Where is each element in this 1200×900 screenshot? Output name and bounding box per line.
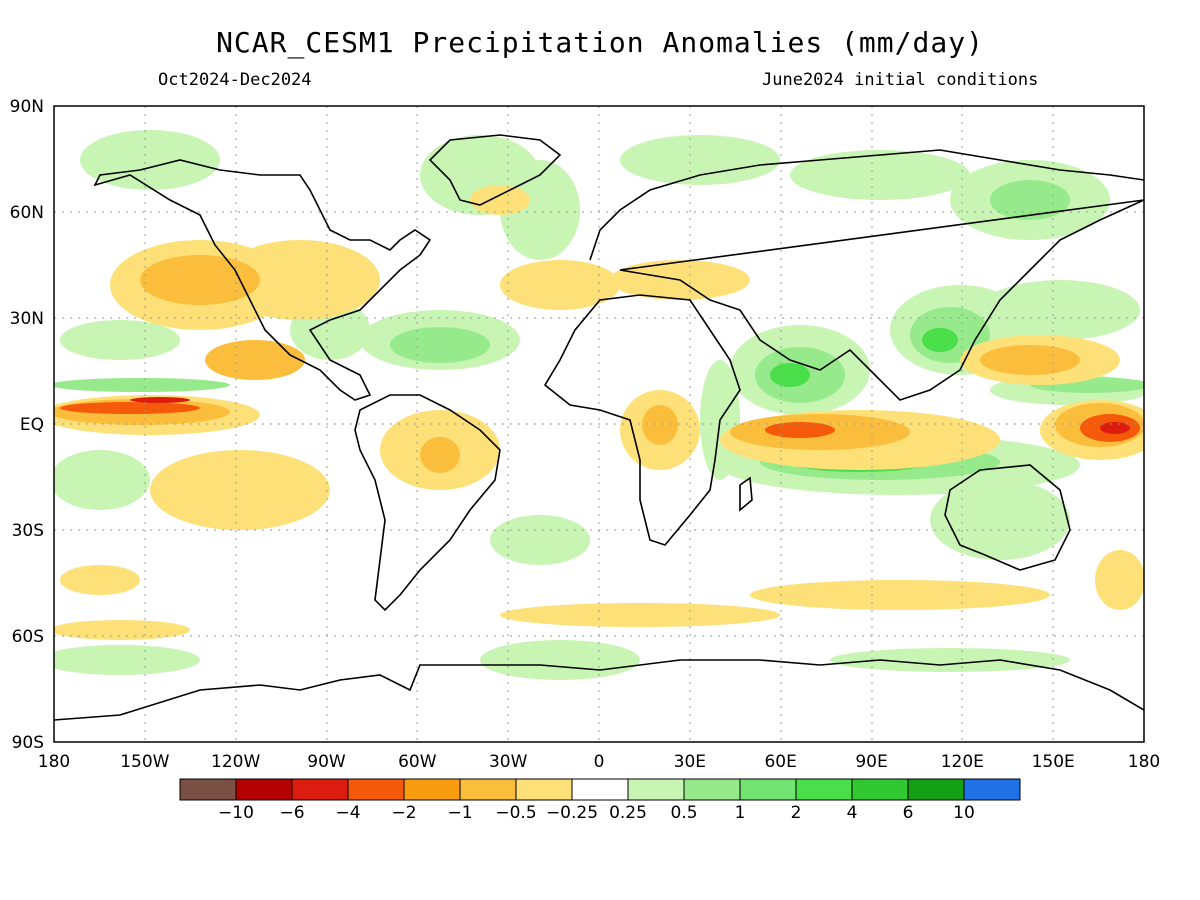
dry-extreme-areas — [130, 397, 1130, 434]
longitude-labels: 180 150W 120W 90W 60W 30W 0 30E 60E 90E 120E 150E 18… — [38, 752, 1160, 772]
colorbar-swatch — [347, 778, 405, 801]
longitude-label: 150W — [120, 752, 169, 772]
latitude-label: 30N — [10, 309, 44, 329]
latitude-label: 60S — [12, 627, 44, 647]
colorbar-tick-label: −0.25 — [546, 803, 598, 823]
antarctica-coast — [54, 659, 1144, 721]
colorbar-swatch — [739, 778, 797, 801]
latitude-label: EQ — [20, 415, 44, 435]
colorbar-tick-label: 4 — [847, 803, 858, 823]
colorbar-swatch — [571, 778, 629, 801]
colorbar-swatch — [235, 778, 293, 801]
colorbar-swatch — [179, 778, 237, 801]
colorbar-tick-label: 0.5 — [670, 803, 697, 823]
colorbar-swatch — [515, 778, 573, 801]
dry-light-areas — [54, 185, 1144, 640]
longitude-label: 90W — [307, 752, 346, 772]
eurasia-coast — [589, 149, 1144, 401]
colorbar-swatch — [795, 778, 853, 801]
colorbar-labels: −10 −6 −4 −2 −1 −0.5 −0.25 0.25 0.5 1 2 4 6 10 — [218, 803, 975, 823]
colorbar — [179, 778, 1021, 801]
longitude-label: 90E — [855, 752, 887, 772]
map-title: NCAR_CESM1 Precipitation Anomalies (mm/d… — [216, 26, 984, 59]
colorbar-tick-label: −6 — [279, 803, 304, 823]
colorbar-swatch — [963, 778, 1021, 801]
north-america-coast — [93, 159, 432, 401]
latitude-label: 30S — [12, 521, 44, 541]
graticule — [54, 106, 1144, 742]
madagascar-coast — [739, 476, 753, 512]
colorbar-tick-label: 10 — [953, 803, 975, 823]
longitude-label: 30W — [489, 752, 528, 772]
colorbar-tick-label: −0.5 — [495, 803, 536, 823]
colorbar-swatch — [627, 778, 685, 801]
south-america-coast — [354, 394, 501, 612]
colorbar-swatch — [403, 778, 461, 801]
europe-africa-coast — [543, 294, 741, 546]
latitude-label: 60N — [10, 203, 44, 223]
colorbar-swatch — [459, 778, 517, 801]
longitude-label: 180 — [38, 752, 70, 772]
latitude-label: 90S — [12, 733, 44, 753]
coastlines — [54, 134, 1144, 721]
longitude-label: 150E — [1032, 752, 1075, 772]
colorbar-swatch — [291, 778, 349, 801]
australia-coast — [944, 464, 1071, 571]
colorbar-swatch — [683, 778, 741, 801]
longitude-label: 180 — [1128, 752, 1160, 772]
longitude-label: 60E — [764, 752, 796, 772]
colorbar-swatch — [907, 778, 965, 801]
colorbar-tick-label: 0.25 — [609, 803, 647, 823]
colorbar-tick-label: −4 — [335, 803, 360, 823]
forecast-period-label: Oct2024-Dec2024 — [158, 70, 312, 90]
greenland-coast — [428, 134, 562, 206]
colorbar-swatch — [851, 778, 909, 801]
colorbar-tick-label: −1 — [447, 803, 472, 823]
latitude-label: 90N — [10, 97, 44, 117]
longitude-label: 30E — [674, 752, 706, 772]
longitude-label: 60W — [398, 752, 437, 772]
colorbar-tick-label: −10 — [218, 803, 254, 823]
colorbar-tick-label: 2 — [791, 803, 802, 823]
colorbar-tick-label: −2 — [391, 803, 416, 823]
longitude-label: 120W — [211, 752, 260, 772]
longitude-label: 0 — [594, 752, 605, 772]
colorbar-tick-label: 6 — [903, 803, 914, 823]
map-frame — [53, 105, 1145, 743]
colorbar-tick-label: 1 — [735, 803, 746, 823]
latitude-labels: 90N 60N 30N EQ 30S 60S 90S — [10, 97, 44, 753]
initial-conditions-label: June2024 initial conditions — [762, 70, 1039, 90]
longitude-label: 120E — [941, 752, 984, 772]
